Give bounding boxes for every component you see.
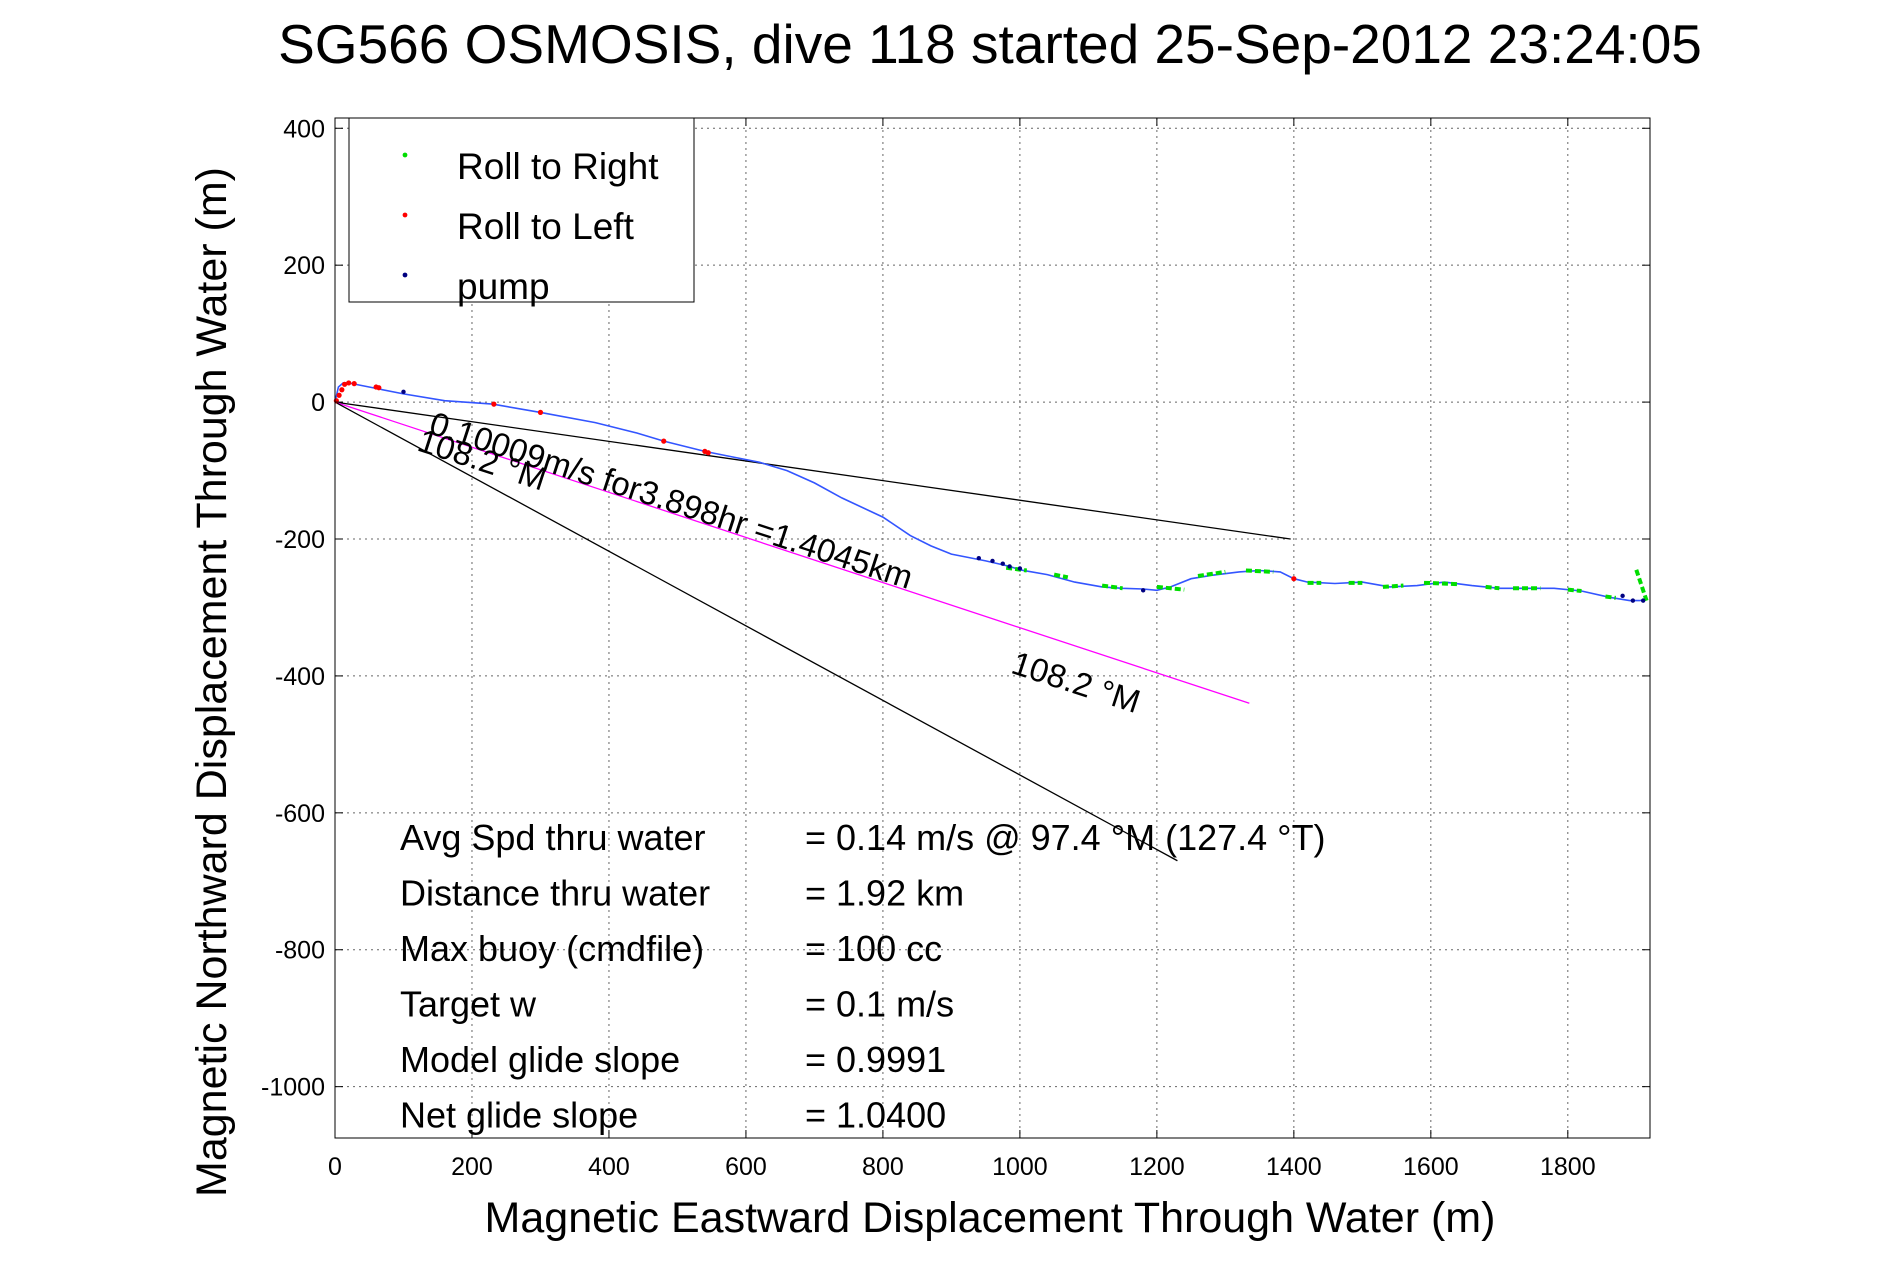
roll-left-point (491, 401, 497, 407)
x-tick-label: 0 (328, 1153, 342, 1181)
stats-label: Distance thru water (400, 873, 710, 914)
roll-left-point (1291, 576, 1297, 582)
roll-left-point (661, 438, 667, 444)
stats-panel: Avg Spd thru water = 0.14 m/s @ 97.4 °M (… (400, 817, 1326, 1136)
x-tick-label: 1400 (1266, 1153, 1322, 1181)
reference-line (334, 401, 1291, 540)
y-tick-label: 200 (283, 252, 325, 280)
y-tick-label: -400 (275, 663, 325, 691)
pump-point (976, 555, 982, 561)
y-tick-label: 400 (283, 115, 325, 143)
y-tick-label: -200 (275, 526, 325, 554)
pump-point (1620, 593, 1625, 599)
roll-right-segment (1197, 569, 1226, 578)
pump-point (1140, 588, 1146, 593)
legend-marker (402, 212, 408, 218)
roll-right-segment (1382, 583, 1404, 589)
pump-point (1000, 561, 1005, 566)
x-tick-label: 800 (862, 1153, 904, 1181)
roll-right-segment (1634, 569, 1649, 602)
y-tick-label: -800 (275, 937, 325, 965)
x-tick-label: 600 (725, 1153, 767, 1181)
stats-value: = 100 cc (805, 928, 942, 969)
pump-point (1640, 598, 1646, 603)
x-axis-label: Magnetic Eastward Displacement Through W… (485, 1194, 1496, 1242)
roll-right-segment (1485, 584, 1500, 591)
roll-right-segment (1605, 594, 1617, 600)
stats-value: = 0.9991 (805, 1039, 946, 1080)
y-axis-label: Magnetic Northward Displacement Through … (188, 167, 236, 1197)
legend: Roll to Right Roll to Left pump (348, 117, 695, 307)
y-tick-label: -1000 (261, 1074, 325, 1102)
stats-value: = 0.14 m/s @ 97.4 °M (127.4 °T) (805, 817, 1326, 858)
roll-right-segment (1245, 568, 1274, 574)
pump-point (1630, 598, 1636, 603)
legend-label: Roll to Right (457, 146, 659, 187)
roll-left-point (336, 392, 342, 398)
stats-label: Avg Spd thru water (400, 817, 706, 858)
roll-left-point (537, 409, 544, 415)
plot-annotation: 0.10009m/s for3.898hr =1.4045km (425, 404, 917, 595)
reference-lines (334, 401, 1291, 862)
pump-point (1017, 566, 1023, 571)
stats-label: Max buoy (cmdfile) (400, 928, 704, 969)
y-tick-label: -600 (275, 800, 325, 828)
roll-right-segment (1101, 583, 1123, 591)
track-layer (334, 382, 1647, 602)
roll-left-point (376, 385, 382, 391)
legend-marker (402, 272, 408, 278)
y-tick-label: 0 (311, 389, 325, 417)
legend-marker (402, 152, 408, 158)
stats-value: = 1.92 km (805, 873, 964, 914)
x-tick-label: 400 (588, 1153, 630, 1181)
reference-line (334, 401, 1250, 704)
stats-label: Net glide slope (400, 1095, 638, 1136)
pump-point (1007, 564, 1012, 569)
stats-label: Model glide slope (400, 1039, 680, 1080)
roll-left-point (339, 387, 345, 393)
roll-left-point (346, 380, 352, 386)
legend-box (348, 117, 695, 303)
roll-right-segment (1053, 572, 1069, 580)
x-tick-label: 200 (451, 1153, 493, 1181)
track-series-line (334, 382, 1647, 602)
legend-label: Roll to Left (457, 206, 635, 247)
roll-left-point (705, 450, 711, 456)
plot-frame (334, 117, 1651, 1139)
roll-right-segment (1567, 587, 1582, 594)
legend-label: pump (457, 266, 550, 307)
roll-right-segment (1156, 584, 1185, 592)
stats-value: = 0.1 m/s (805, 984, 954, 1025)
roll-right-segment (1423, 580, 1459, 587)
stats-value: = 1.0400 (805, 1095, 946, 1136)
pump-point (401, 389, 406, 395)
stats-label: Target w (400, 984, 537, 1025)
reference-line (334, 401, 1178, 862)
chart-title: SG566 OSMOSIS, dive 118 started 25-Sep-2… (278, 13, 1702, 75)
x-tick-label: 1600 (1403, 1153, 1459, 1181)
pump-point (990, 558, 995, 564)
roll-left-point (351, 381, 357, 387)
plot-annotation: 108.2 °M (1007, 644, 1144, 720)
x-tick-label: 1800 (1540, 1153, 1596, 1181)
x-tick-label: 1200 (1129, 1153, 1185, 1181)
tick-layer: 0 200 400 600 800 1000 1200 1400 1600 1800 400 200 0… (261, 115, 1650, 1181)
roll-left-point (341, 381, 348, 387)
x-tick-label: 1000 (992, 1153, 1048, 1181)
